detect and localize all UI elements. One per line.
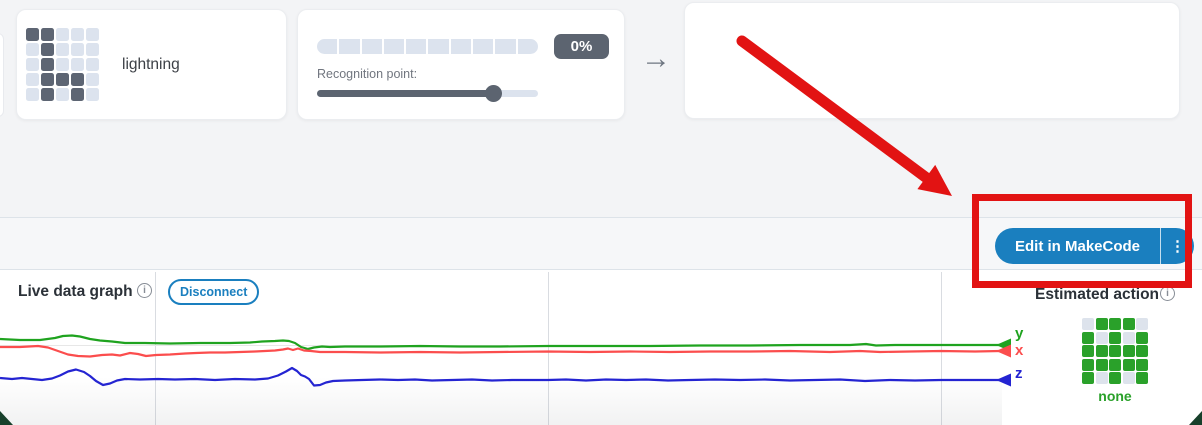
info-icon[interactable]: i bbox=[137, 283, 152, 298]
led-cell-on bbox=[1122, 345, 1135, 357]
led-cell-off bbox=[1122, 372, 1135, 384]
led-cell-on bbox=[1136, 358, 1148, 371]
led-cell-off bbox=[86, 88, 99, 101]
slider-thumb[interactable] bbox=[485, 85, 502, 102]
led-cell-on bbox=[1095, 318, 1108, 330]
led-cell-on bbox=[1109, 345, 1121, 357]
led-cell-on bbox=[71, 73, 84, 86]
series-arrowhead-z bbox=[996, 373, 1011, 387]
led-cell-on bbox=[41, 88, 54, 101]
recognition-card: 0% Recognition point: bbox=[297, 9, 625, 120]
led-cell-off bbox=[56, 58, 69, 71]
led-cell-off bbox=[86, 58, 99, 71]
led-cell-on bbox=[1095, 345, 1108, 357]
estimated-action-led-grid bbox=[1082, 318, 1148, 384]
meter-segment bbox=[495, 39, 516, 54]
led-cell-off bbox=[56, 28, 69, 41]
certainty-meter bbox=[317, 39, 538, 54]
led-cell-on bbox=[1136, 372, 1148, 384]
led-cell-off bbox=[86, 73, 99, 86]
led-cell-off bbox=[1095, 331, 1108, 344]
led-cell-off bbox=[71, 43, 84, 56]
led-cell-on bbox=[1122, 318, 1135, 330]
certainty-percent-badge: 0% bbox=[554, 34, 609, 59]
series-line-y bbox=[0, 334, 1000, 351]
series-line-x bbox=[0, 344, 1001, 358]
arrow-right-icon: → bbox=[641, 42, 671, 75]
axis-label-x: x bbox=[1015, 342, 1024, 359]
led-cell-off bbox=[1082, 318, 1094, 330]
meter-segment bbox=[428, 39, 449, 54]
meter-segment bbox=[450, 39, 472, 54]
led-cell-off bbox=[1095, 372, 1108, 384]
meter-segment bbox=[406, 39, 427, 54]
led-cell-on bbox=[26, 28, 39, 41]
led-cell-off bbox=[86, 43, 99, 56]
led-cell-on bbox=[41, 43, 54, 56]
output-card bbox=[684, 2, 1180, 119]
edit-in-makecode-button[interactable]: Edit in MakeCode ⋮ bbox=[995, 228, 1195, 264]
led-cell-off bbox=[26, 88, 39, 101]
led-cell-off bbox=[26, 43, 39, 56]
led-cell-off bbox=[56, 43, 69, 56]
led-cell-on bbox=[1109, 318, 1121, 330]
led-cell-on bbox=[1109, 358, 1121, 371]
meter-segment bbox=[339, 39, 360, 54]
chart-gridline bbox=[548, 272, 549, 425]
led-cell-on bbox=[1082, 345, 1094, 357]
led-cell-on bbox=[1136, 331, 1148, 344]
estimated-action-title: Estimated action bbox=[1035, 286, 1160, 303]
live-data-graph-title: Live data graph bbox=[18, 283, 133, 300]
led-cell-off bbox=[1136, 318, 1148, 330]
meter-segment bbox=[383, 39, 405, 54]
led-cell-on bbox=[56, 73, 69, 86]
edit-in-makecode-label[interactable]: Edit in MakeCode bbox=[1015, 237, 1141, 255]
led-cell-on bbox=[71, 88, 84, 101]
axis-label-y: y bbox=[1015, 325, 1024, 342]
action-name-label: lightning bbox=[122, 55, 180, 73]
meter-segment bbox=[361, 39, 382, 54]
led-cell-on bbox=[1136, 345, 1148, 357]
meter-segment bbox=[473, 39, 494, 54]
training-section: lightning 0% Recognition point: → bbox=[0, 0, 1202, 218]
recognition-point-label: Recognition point: bbox=[317, 67, 418, 81]
led-cell-off bbox=[26, 58, 39, 71]
led-cell-on bbox=[41, 73, 54, 86]
led-cell-on bbox=[41, 58, 54, 71]
clipped-card-edge bbox=[0, 33, 4, 117]
led-cell-off bbox=[56, 88, 69, 101]
led-cell-off bbox=[1122, 331, 1135, 344]
estimated-action-value: none bbox=[1098, 388, 1132, 404]
axis-label-z: z bbox=[1015, 365, 1023, 382]
led-cell-on bbox=[1082, 372, 1094, 384]
led-cell-on bbox=[1082, 358, 1094, 371]
led-cell-on bbox=[1109, 372, 1121, 384]
slider-fill bbox=[317, 90, 494, 97]
led-cell-off bbox=[71, 28, 84, 41]
led-cell-on bbox=[1109, 331, 1121, 344]
led-cell-on bbox=[41, 28, 54, 41]
kebab-menu-icon[interactable]: ⋮ bbox=[1170, 238, 1186, 255]
action-led-grid bbox=[26, 28, 99, 101]
meter-segment bbox=[317, 39, 338, 54]
action-card-lightning[interactable]: lightning bbox=[16, 9, 287, 120]
led-cell-on bbox=[1095, 358, 1108, 371]
toolbar: Edit in MakeCode ⋮ bbox=[0, 218, 1202, 270]
recognition-point-slider[interactable] bbox=[317, 90, 538, 97]
chart-gridline bbox=[941, 272, 942, 425]
info-icon[interactable]: i bbox=[1160, 286, 1175, 301]
chart-gridline bbox=[155, 272, 156, 425]
led-cell-on bbox=[1082, 331, 1094, 344]
series-line-z bbox=[0, 366, 1000, 387]
led-cell-off bbox=[71, 58, 84, 71]
led-cell-off bbox=[26, 73, 39, 86]
led-cell-on bbox=[1122, 358, 1135, 371]
series-arrowhead-x bbox=[996, 344, 1011, 358]
meter-segment bbox=[517, 39, 538, 54]
chart-gridline bbox=[0, 345, 1008, 346]
led-cell-off bbox=[86, 28, 99, 41]
disconnect-button[interactable]: Disconnect bbox=[168, 279, 260, 305]
